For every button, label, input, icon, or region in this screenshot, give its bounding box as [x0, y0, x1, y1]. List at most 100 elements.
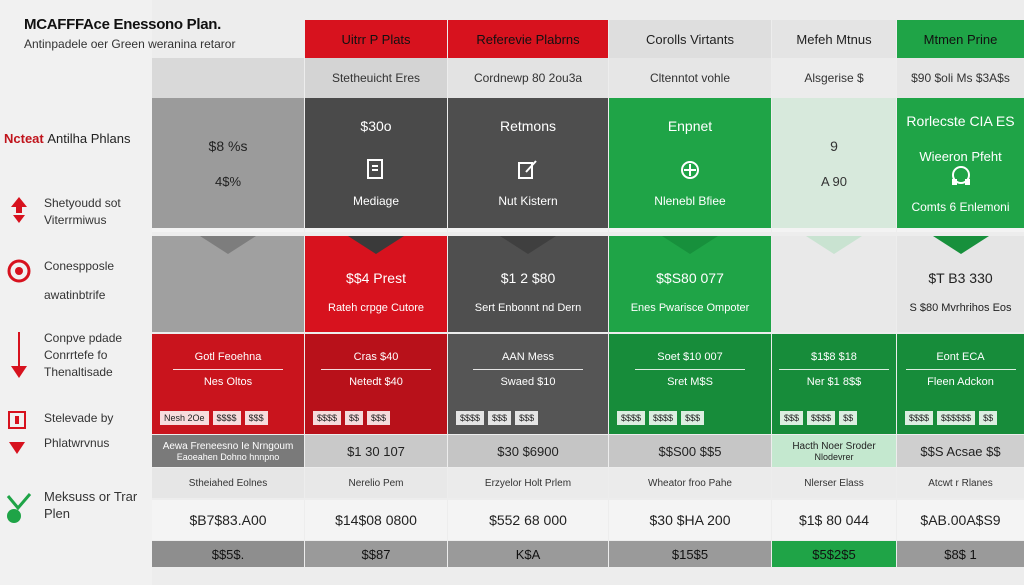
mini-tags: Nesh 2Oe $$$$ $$$	[160, 408, 296, 428]
mini-tag: Nesh 2Oe	[160, 411, 209, 425]
mini-tag: $$$	[681, 411, 705, 425]
mini-tag: $$	[345, 411, 364, 425]
plan-row-1: Soet $10 007	[657, 350, 723, 363]
plan-row-1: Gotl Feoehna	[194, 350, 262, 363]
plan-row-3: Hacth Noer Sroder	[792, 440, 876, 452]
feature-line: Thenaltisade	[44, 365, 113, 379]
plan-icon-label: Comts 6 Enlemoni	[911, 199, 1010, 214]
refresh-icon	[677, 158, 703, 188]
row-divider	[609, 228, 771, 232]
plan-top-price: 9	[830, 137, 838, 154]
page-title: MCAFFFAce Enessono Plan. Antinpadele oer…	[24, 16, 304, 51]
plan-row-1: Cras $40	[353, 350, 399, 363]
plan-row-3: $30 $6900	[497, 443, 559, 459]
feature-line: awatinbtrife	[44, 288, 106, 302]
plan-header[interactable]: Corolls Virtants	[609, 20, 771, 58]
plan-subheader: Cordnewp 80 2ou3a	[448, 58, 608, 98]
plan-subheader: Cltenntot vohle	[609, 58, 771, 98]
plan-mid-price: $$4 Prest	[346, 270, 406, 286]
mini-tag: $$$	[515, 411, 539, 425]
plan-mid-price: $T B3 330	[928, 270, 993, 286]
plan-summary: 9 A 90	[772, 98, 896, 228]
mini-tags: $$$$ $$$$ $$$	[617, 408, 763, 428]
plan-subheader: Alsgerise $	[772, 58, 896, 98]
feature-line: Stelevade by	[44, 411, 114, 425]
mini-tag: $$$$	[456, 411, 485, 425]
plan-footer-row: $8$ 1	[897, 541, 1024, 567]
mini-tag: $$$	[488, 411, 512, 425]
plan-row-2: Swaed $10	[500, 375, 556, 388]
plan-detail-row: Atcwt r Rlanes	[897, 468, 1024, 498]
plan-row-3: $1 30 107	[347, 443, 405, 459]
mini-tag: $$$$	[807, 411, 836, 425]
plan-top-price: Enpnet	[667, 118, 713, 134]
plan-summary: Rorlecste CIA ES Wieeron Pfeht Comts 6 E…	[897, 98, 1024, 228]
plan-icon-label: Mediage	[352, 194, 400, 208]
plan-row-1: Eont ECA	[936, 350, 985, 363]
heading-rest: Antilha Phlans	[47, 131, 131, 146]
plan-header[interactable]: Mefeh Mtnus	[772, 20, 896, 58]
plan-mid-label: S $80 Mvrhrihos Eos	[909, 302, 1012, 314]
target-icon	[7, 259, 31, 283]
plan-total-row: $30 $HA 200	[609, 500, 771, 540]
plan-header[interactable]: Referevie Plabrns	[448, 20, 608, 58]
headset-icon	[948, 164, 974, 194]
mini-tag: $$	[839, 411, 858, 425]
plan-price-row: Hacth Noer Sroder Nlodevrer	[772, 435, 896, 467]
chevron-down-icon	[662, 236, 718, 254]
plan-top-label: A 90	[820, 173, 848, 189]
plan-row-1: $1$8 $18	[811, 350, 857, 363]
plan-row-2: Nes Oltos	[203, 375, 253, 388]
feature-line: Shetyoudd sot	[44, 196, 121, 210]
mini-tags: $$$$ $$$ $$$	[456, 408, 600, 428]
chevron-down-icon	[806, 236, 862, 254]
plan-column: $8 %s 4$% Gotl Feoehna Nes Oltos Nesh 2O…	[152, 0, 304, 585]
plan-header[interactable]: Uitrr P Plats	[305, 20, 447, 58]
feature-line: Meksuss or Trar	[44, 489, 138, 504]
up-down-arrow-icon	[11, 197, 27, 223]
plan-price-row: $1 30 107	[305, 435, 447, 467]
plan-footer-row: $$5$.	[152, 541, 304, 567]
plan-top-price: Retmons	[499, 118, 557, 134]
plan-detail-row: Wheator froo Pahe	[609, 468, 771, 498]
plan-detail-row: Nlerser Elass	[772, 468, 896, 498]
plan-row-3: $$S Acsae $$	[920, 443, 1001, 459]
plan-detail-row: Nerelio Pem	[305, 468, 447, 498]
mini-tags: $$$$$$$$$	[780, 408, 888, 428]
plan-total-row: $1$ 80 044	[772, 500, 896, 540]
check-circle-icon	[6, 493, 32, 523]
plan-column: Referevie Plabrns Cordnewp 80 2ou3a Retm…	[448, 0, 608, 585]
divider-line	[779, 368, 889, 370]
feature-line: Conespposle	[44, 259, 115, 273]
mini-tag: $$$$	[905, 411, 934, 425]
plan-total-row: $552 68 000	[448, 500, 608, 540]
plan-header[interactable]	[152, 20, 304, 58]
plan-footer-row: K$A	[448, 541, 608, 567]
plan-mid-price: $1 2 $80	[500, 270, 556, 286]
plan-header[interactable]: Mtmen Prine	[897, 20, 1024, 58]
document-icon	[365, 158, 387, 188]
plan-top-price: $30o	[360, 118, 392, 134]
plan-summary: Enpnet Nlenebl Bfiee	[609, 98, 771, 228]
mini-tag: $$$$	[212, 411, 241, 425]
chevron-down-icon	[500, 236, 556, 254]
plan-row-2: Sret M$S	[667, 375, 713, 388]
plan-total-row: $AB.00A$S9	[897, 500, 1024, 540]
plan-summary: Retmons Nut Kistern	[448, 98, 608, 228]
divider-line	[473, 368, 583, 370]
plan-mid-band: $T B3 330 S $80 Mvrhrihos Eos	[897, 236, 1024, 332]
plan-column: Uitrr P Plats Stetheuicht Eres $30o Medi…	[305, 0, 447, 585]
plan-row-1: AAN Mess	[502, 350, 554, 363]
chevron-down-icon	[932, 236, 989, 254]
mini-tag: $$$$	[649, 411, 678, 425]
feature-line: Viterrmiwus	[44, 213, 107, 227]
plan-row-3: Aewa Freneesno Ie Nrngoum	[162, 440, 294, 452]
mini-tag: $$$	[780, 411, 804, 425]
divider-line	[635, 368, 745, 370]
plan-row-2: Ner $1 8$$	[806, 375, 862, 388]
plan-summary: $8 %s 4$%	[152, 98, 304, 228]
feature-line: Phlatwrvnus	[44, 436, 110, 450]
plan-footer-row: $$87	[305, 541, 447, 567]
plan-price-row: $$S00 $$5	[609, 435, 771, 467]
shield-arrow-icon	[8, 411, 26, 454]
